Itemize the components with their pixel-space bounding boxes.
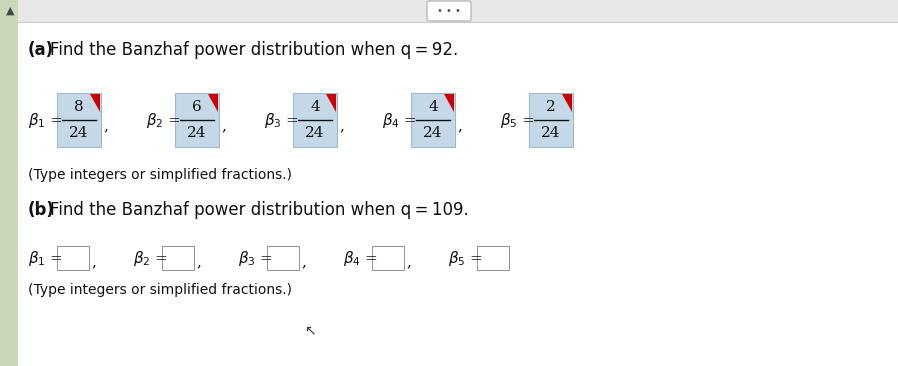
Text: $\beta_5$ =: $\beta_5$ = — [500, 111, 535, 130]
FancyBboxPatch shape — [162, 246, 194, 270]
Text: $\beta_4$ =: $\beta_4$ = — [382, 111, 417, 130]
Bar — [0, 0, 18, 366]
FancyBboxPatch shape — [175, 93, 219, 147]
Text: ,: , — [221, 119, 226, 133]
Text: ,: , — [301, 255, 306, 269]
Text: $\beta_4$ =: $\beta_4$ = — [343, 249, 378, 268]
Text: 24: 24 — [541, 126, 560, 140]
FancyBboxPatch shape — [427, 1, 471, 21]
FancyBboxPatch shape — [293, 93, 337, 147]
Text: • • •: • • • — [437, 6, 461, 16]
Text: Find the Banzhaf power distribution when q = 109.: Find the Banzhaf power distribution when… — [50, 201, 469, 219]
Text: $\beta_1$ =: $\beta_1$ = — [28, 111, 63, 130]
FancyBboxPatch shape — [267, 246, 299, 270]
Text: 4: 4 — [428, 100, 438, 114]
Text: $\beta_1$ =: $\beta_1$ = — [28, 249, 63, 268]
Text: $\beta_3$ =: $\beta_3$ = — [238, 249, 273, 268]
Text: (Type integers or simplified fractions.): (Type integers or simplified fractions.) — [28, 283, 292, 297]
Text: ↖: ↖ — [304, 323, 316, 337]
Text: (Type integers or simplified fractions.): (Type integers or simplified fractions.) — [28, 168, 292, 182]
FancyBboxPatch shape — [57, 246, 89, 270]
Text: ,: , — [339, 119, 344, 133]
Text: 6: 6 — [192, 100, 202, 114]
Text: ,: , — [91, 255, 96, 269]
Bar — [0, 0, 898, 22]
Text: (a): (a) — [28, 41, 54, 59]
Text: ,: , — [457, 119, 462, 133]
Polygon shape — [326, 94, 336, 112]
Text: 24: 24 — [423, 126, 443, 140]
FancyBboxPatch shape — [529, 93, 573, 147]
FancyBboxPatch shape — [411, 93, 455, 147]
FancyBboxPatch shape — [477, 246, 509, 270]
Text: $\beta_2$ =: $\beta_2$ = — [146, 111, 181, 130]
FancyBboxPatch shape — [372, 246, 404, 270]
Polygon shape — [562, 94, 572, 112]
Text: Find the Banzhaf power distribution when q = 92.: Find the Banzhaf power distribution when… — [50, 41, 458, 59]
Text: 8: 8 — [75, 100, 84, 114]
Text: ,: , — [103, 119, 108, 133]
Text: ,: , — [406, 255, 411, 269]
Text: ▲: ▲ — [6, 6, 14, 16]
Polygon shape — [208, 94, 218, 112]
Polygon shape — [444, 94, 454, 112]
Text: ,: , — [196, 255, 201, 269]
Text: 2: 2 — [546, 100, 556, 114]
Text: $\beta_3$ =: $\beta_3$ = — [264, 111, 299, 130]
Text: $\beta_5$ =: $\beta_5$ = — [448, 249, 483, 268]
Text: (b): (b) — [28, 201, 55, 219]
Text: 24: 24 — [305, 126, 325, 140]
Text: 24: 24 — [188, 126, 207, 140]
Text: 4: 4 — [310, 100, 320, 114]
FancyBboxPatch shape — [57, 93, 101, 147]
Text: $\beta_2$ =: $\beta_2$ = — [133, 249, 168, 268]
Text: 24: 24 — [69, 126, 89, 140]
Polygon shape — [90, 94, 100, 112]
